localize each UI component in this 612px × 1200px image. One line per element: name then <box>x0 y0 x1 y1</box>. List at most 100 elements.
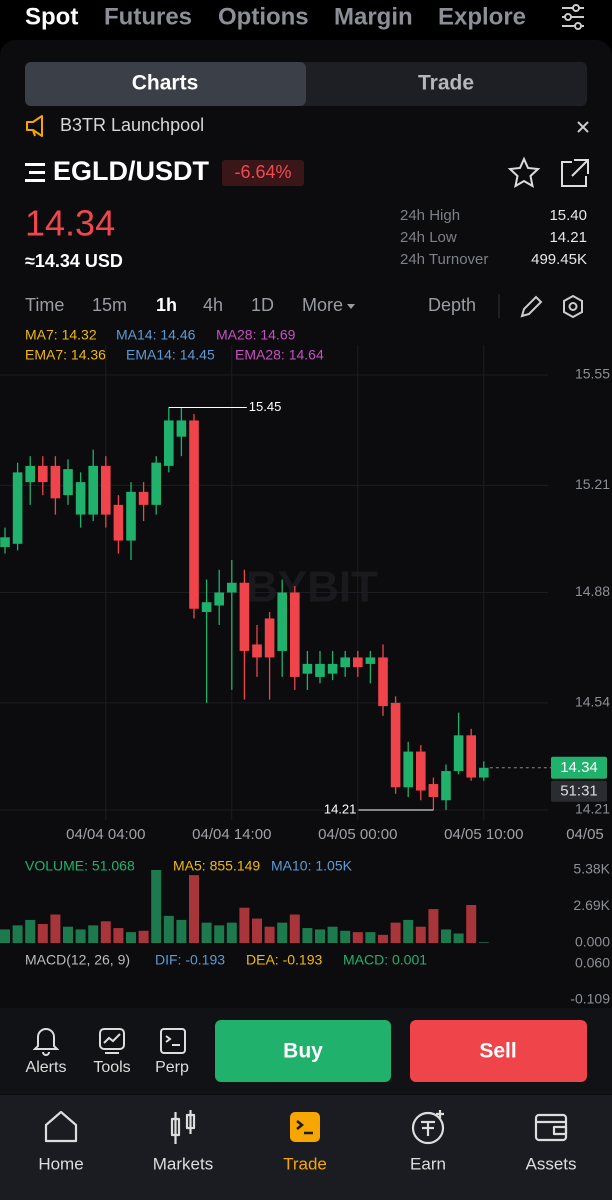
countdown: 51:31 <box>560 782 598 799</box>
candle-body <box>353 657 363 668</box>
change: -6.64% <box>234 162 291 182</box>
candle-body <box>277 592 287 651</box>
stat-label: 24h Low <box>400 229 457 246</box>
y-tick-label: -0.109 <box>570 991 610 1007</box>
candle-body <box>164 420 174 466</box>
change-badge <box>222 160 304 186</box>
candle-body <box>0 537 10 548</box>
volume-bar <box>415 926 426 943</box>
nav-label-active[interactable]: Trade <box>283 1154 327 1173</box>
y-tick-label: 0.060 <box>575 955 610 971</box>
earn-icon[interactable] <box>411 1110 445 1145</box>
y-tick-label: 14.21 <box>575 801 610 817</box>
x-tick-label: 04/05 00:00 <box>318 826 397 843</box>
tools-icon[interactable] <box>99 1028 125 1054</box>
volume-bar <box>289 914 300 943</box>
action-label[interactable]: Alerts <box>26 1059 67 1076</box>
volume-bar <box>466 905 477 943</box>
alerts-icon[interactable] <box>32 1028 60 1056</box>
max-label: 15.45 <box>249 399 282 414</box>
volume-bar <box>252 918 262 943</box>
macd-legend: MACD: 0.001 <box>343 952 427 968</box>
candle-body <box>290 592 300 677</box>
assets-icon[interactable] <box>534 1113 568 1142</box>
volume-bar <box>100 921 111 943</box>
ma-legend: MA14: 14.46 <box>116 327 196 343</box>
tab-explore[interactable]: Explore <box>438 3 526 30</box>
last-price: 14.34 <box>25 203 115 244</box>
pair-icon <box>25 163 45 182</box>
filter-icon[interactable] <box>562 4 584 30</box>
volume-bar <box>352 932 363 943</box>
last-price-tag <box>551 756 607 779</box>
nav-bar <box>0 1095 612 1200</box>
sell-button[interactable] <box>410 1020 587 1082</box>
buy-button[interactable] <box>215 1020 391 1082</box>
volume-bar <box>63 926 73 943</box>
candle-body <box>365 657 376 664</box>
sell-label[interactable]: Sell <box>479 1040 516 1063</box>
nav-label[interactable]: Markets <box>153 1154 213 1173</box>
favorite-icon[interactable] <box>507 156 541 188</box>
volume-bar <box>37 924 48 943</box>
tab-margin[interactable]: Margin <box>334 3 413 30</box>
depth[interactable]: Depth <box>428 295 476 315</box>
candle-body <box>12 472 23 544</box>
stat-label: 24h Turnover <box>400 251 488 268</box>
stat-value: 15.40 <box>549 207 587 224</box>
share-icon[interactable] <box>561 159 589 187</box>
candle-body <box>75 482 86 515</box>
y-tick-label: 0.000 <box>575 934 610 950</box>
interval-more[interactable]: More <box>302 295 343 315</box>
interval[interactable]: Time <box>25 295 64 315</box>
volume-bar <box>226 922 237 943</box>
volume-bar <box>176 919 187 943</box>
tab-options[interactable]: Options <box>218 3 309 30</box>
candle-body <box>227 582 237 593</box>
segment-charts[interactable]: Charts <box>132 72 199 95</box>
candle-body <box>138 491 149 505</box>
draw-icon[interactable] <box>520 295 543 318</box>
candle-body <box>38 465 48 483</box>
nav-label[interactable]: Home <box>38 1154 83 1173</box>
volume-bar <box>302 928 313 943</box>
volume-bar <box>277 922 288 943</box>
pair[interactable]: EGLD/USDT <box>53 156 210 186</box>
action-label[interactable]: Perp <box>155 1059 189 1076</box>
tab-futures[interactable]: Futures <box>104 3 192 30</box>
volume-bar <box>0 929 10 943</box>
volume-bar <box>113 928 124 943</box>
action-label[interactable]: Tools <box>93 1059 130 1076</box>
ema-legend: EMA7: 14.36 <box>25 347 106 363</box>
banner-text[interactable]: B3TR Launchpool <box>60 115 204 135</box>
interval[interactable]: 1D <box>251 295 274 315</box>
last-price-tag-text: 14.34 <box>560 759 598 776</box>
trade-icon[interactable] <box>290 1112 320 1142</box>
ma-legend: MA28: 14.69 <box>216 327 296 343</box>
buy-label[interactable]: Buy <box>283 1040 323 1063</box>
stat-value: 14.21 <box>549 229 587 246</box>
countdown-tag <box>551 780 607 802</box>
megaphone-icon <box>26 115 43 137</box>
close-icon[interactable] <box>577 121 589 133</box>
settings-icon[interactable] <box>563 294 583 319</box>
candle-body <box>416 751 426 791</box>
volume-bar <box>478 942 489 943</box>
home-icon[interactable] <box>44 1110 78 1143</box>
candle-body <box>315 663 325 677</box>
volume-bar <box>378 934 388 943</box>
volume-bar <box>151 870 162 943</box>
segment-trade[interactable]: Trade <box>418 72 474 95</box>
interval[interactable]: 4h <box>203 295 223 315</box>
interval[interactable]: 15m <box>92 295 127 315</box>
tab-spot[interactable]: Spot <box>25 3 78 30</box>
interval-active[interactable]: 1h <box>156 295 177 315</box>
perp-icon[interactable] <box>160 1028 186 1054</box>
nav-label[interactable]: Earn <box>410 1154 446 1173</box>
candle-body <box>126 491 136 541</box>
y-tick-label: 14.54 <box>575 694 610 710</box>
volume-bar <box>50 914 61 943</box>
markets-icon[interactable] <box>170 1110 196 1144</box>
nav-label[interactable]: Assets <box>525 1154 576 1173</box>
